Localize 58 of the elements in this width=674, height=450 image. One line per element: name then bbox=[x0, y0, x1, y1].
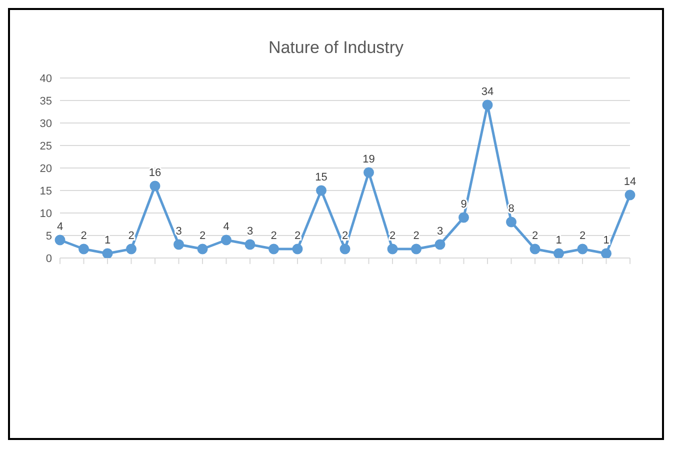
data-label: 2 bbox=[413, 230, 420, 242]
data-label: 2 bbox=[389, 230, 396, 242]
chart-title: Nature of Industry bbox=[267, 38, 405, 58]
data-label: 1 bbox=[104, 234, 111, 246]
point bbox=[624, 190, 636, 200]
y-tick-label: 15 bbox=[40, 185, 52, 198]
point bbox=[292, 244, 303, 254]
point bbox=[197, 244, 208, 254]
point bbox=[506, 216, 516, 228]
point bbox=[268, 244, 279, 254]
data-label: 2 bbox=[80, 230, 87, 242]
data-label: 15 bbox=[315, 172, 328, 184]
data-label: 2 bbox=[199, 230, 206, 242]
y-tick-label: 40 bbox=[40, 72, 52, 85]
data-label: 3 bbox=[176, 226, 182, 238]
data-label: 2 bbox=[342, 230, 348, 242]
point bbox=[78, 244, 89, 254]
y-tick-label: 0 bbox=[46, 252, 52, 265]
data-label: 3 bbox=[246, 226, 254, 238]
y-tick-label: 10 bbox=[40, 208, 52, 220]
point bbox=[244, 239, 256, 250]
data-label: 16 bbox=[148, 167, 162, 179]
point bbox=[150, 180, 160, 192]
y-tick-label: 25 bbox=[40, 140, 52, 152]
point bbox=[126, 244, 136, 254]
y-tick-label: 35 bbox=[40, 95, 52, 108]
point bbox=[554, 248, 564, 258]
y-tick-label: 5 bbox=[46, 230, 52, 242]
point bbox=[411, 244, 422, 254]
data-label: 19 bbox=[362, 154, 375, 166]
data-label: 14 bbox=[624, 176, 636, 188]
point bbox=[316, 185, 326, 196]
data-label: 2 bbox=[270, 230, 277, 242]
data-label: 3 bbox=[436, 226, 444, 238]
data-label: 1 bbox=[556, 234, 562, 246]
point bbox=[54, 234, 66, 246]
point bbox=[601, 248, 612, 258]
point bbox=[458, 212, 469, 223]
point bbox=[174, 239, 184, 250]
data-label: 2 bbox=[532, 230, 538, 242]
point bbox=[482, 100, 493, 110]
data-label: 4 bbox=[223, 221, 230, 233]
y-tick-label: 30 bbox=[40, 118, 52, 130]
data-label: 4 bbox=[56, 221, 64, 233]
point bbox=[530, 244, 540, 254]
point bbox=[340, 244, 350, 254]
data-label: 2 bbox=[294, 230, 301, 242]
y-tick-label: 20 bbox=[40, 162, 52, 175]
data-label: 1 bbox=[603, 234, 610, 246]
data-label: 2 bbox=[579, 230, 586, 242]
data-label: 34 bbox=[481, 86, 494, 98]
data-label: 2 bbox=[128, 230, 134, 242]
point bbox=[434, 239, 446, 250]
point bbox=[221, 234, 232, 246]
point bbox=[387, 244, 398, 254]
point bbox=[364, 167, 374, 178]
point bbox=[102, 248, 113, 258]
point bbox=[577, 244, 588, 254]
